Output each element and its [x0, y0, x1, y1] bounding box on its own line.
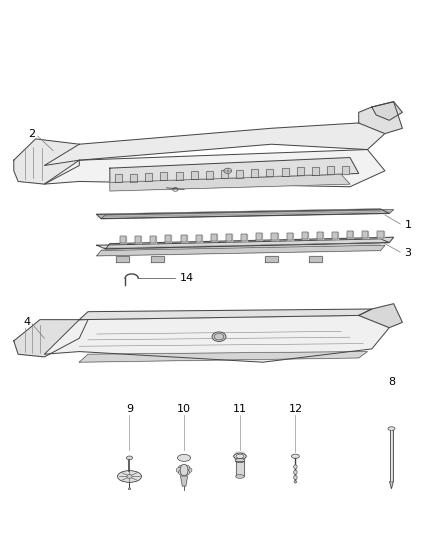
Text: 8: 8 [388, 377, 395, 387]
Polygon shape [359, 102, 403, 134]
Polygon shape [256, 233, 262, 240]
Circle shape [293, 475, 297, 480]
Polygon shape [110, 158, 359, 182]
Polygon shape [44, 150, 385, 187]
Polygon shape [237, 452, 244, 456]
Polygon shape [117, 256, 130, 262]
Ellipse shape [388, 427, 395, 431]
Ellipse shape [117, 471, 141, 482]
Polygon shape [347, 231, 353, 238]
Circle shape [293, 470, 297, 474]
Polygon shape [150, 236, 156, 243]
Ellipse shape [291, 454, 299, 458]
Polygon shape [390, 482, 393, 489]
Polygon shape [97, 239, 389, 249]
Polygon shape [327, 166, 334, 174]
Ellipse shape [127, 456, 133, 460]
Polygon shape [44, 123, 385, 165]
Polygon shape [233, 452, 240, 456]
FancyBboxPatch shape [390, 429, 393, 482]
Ellipse shape [235, 458, 245, 463]
Polygon shape [115, 174, 122, 182]
Text: 11: 11 [233, 404, 247, 414]
Polygon shape [79, 309, 372, 320]
Polygon shape [106, 237, 394, 249]
Polygon shape [266, 168, 273, 176]
Polygon shape [359, 304, 403, 328]
Polygon shape [332, 232, 338, 239]
Ellipse shape [234, 453, 246, 459]
Polygon shape [151, 256, 164, 262]
Ellipse shape [224, 168, 232, 173]
Text: 14: 14 [180, 273, 194, 283]
Text: 3: 3 [405, 248, 412, 258]
Polygon shape [297, 167, 304, 175]
Polygon shape [378, 231, 384, 238]
Polygon shape [97, 245, 385, 256]
Polygon shape [362, 231, 368, 238]
Polygon shape [211, 235, 217, 241]
Polygon shape [120, 236, 126, 243]
Ellipse shape [127, 474, 132, 478]
Ellipse shape [183, 465, 190, 471]
Polygon shape [160, 173, 167, 181]
Polygon shape [196, 235, 202, 241]
Polygon shape [180, 476, 187, 486]
Ellipse shape [183, 470, 190, 475]
Circle shape [293, 465, 297, 469]
Polygon shape [176, 172, 183, 180]
Text: 10: 10 [177, 404, 191, 414]
Polygon shape [241, 233, 247, 240]
Ellipse shape [212, 332, 226, 342]
Polygon shape [101, 209, 394, 219]
Polygon shape [206, 171, 213, 179]
Polygon shape [317, 232, 323, 239]
Polygon shape [180, 235, 187, 242]
Polygon shape [282, 168, 289, 176]
Polygon shape [272, 233, 278, 240]
Polygon shape [240, 456, 247, 461]
Polygon shape [14, 139, 79, 184]
Ellipse shape [185, 467, 192, 473]
Polygon shape [191, 171, 198, 179]
Ellipse shape [236, 474, 244, 478]
Polygon shape [97, 209, 389, 219]
Polygon shape [14, 320, 88, 357]
Text: 12: 12 [288, 404, 303, 414]
Polygon shape [302, 232, 308, 239]
Polygon shape [221, 170, 228, 178]
Polygon shape [79, 352, 367, 362]
Polygon shape [226, 234, 232, 241]
Text: 9: 9 [126, 404, 133, 414]
Polygon shape [110, 174, 350, 191]
Polygon shape [265, 256, 278, 262]
Ellipse shape [177, 455, 191, 462]
Polygon shape [145, 173, 152, 181]
Polygon shape [240, 452, 247, 456]
Polygon shape [286, 232, 293, 239]
Polygon shape [44, 316, 389, 362]
Text: 2: 2 [28, 128, 35, 139]
Text: 4: 4 [23, 317, 31, 327]
Ellipse shape [294, 481, 297, 483]
Polygon shape [233, 456, 240, 461]
Polygon shape [236, 169, 243, 177]
Ellipse shape [178, 465, 185, 471]
Ellipse shape [176, 467, 183, 473]
Polygon shape [135, 236, 141, 243]
Polygon shape [237, 456, 244, 461]
Polygon shape [251, 169, 258, 177]
Polygon shape [342, 166, 349, 174]
Polygon shape [312, 167, 319, 175]
Polygon shape [166, 236, 171, 242]
Text: 1: 1 [405, 220, 412, 230]
Polygon shape [130, 174, 137, 182]
Polygon shape [372, 102, 403, 120]
Polygon shape [236, 461, 244, 477]
Ellipse shape [180, 464, 188, 476]
Polygon shape [308, 256, 321, 262]
Ellipse shape [128, 488, 131, 489]
Ellipse shape [178, 470, 185, 475]
